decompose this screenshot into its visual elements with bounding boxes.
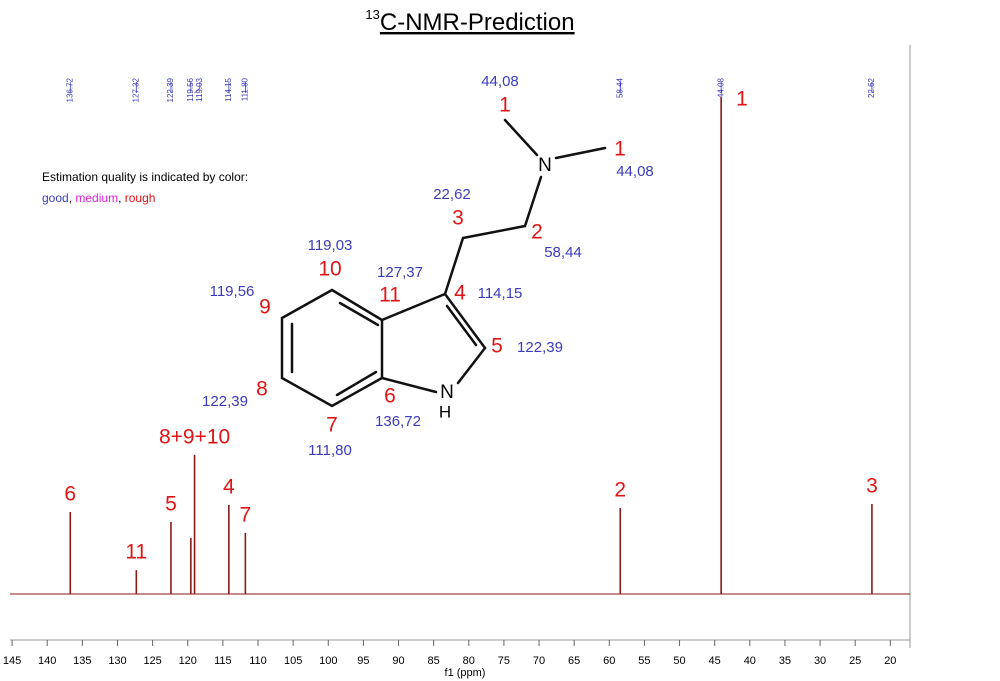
peak-label: 2 [614,479,626,502]
x-tick-label: 35 [779,655,791,667]
atom-number: 2 [531,221,543,244]
peak-label: 11 [125,541,147,564]
x-tick-label: 135 [73,655,91,667]
legend-item: medium [75,191,118,205]
atom-shift: 119,56 [210,283,255,300]
shift-label: 122.39 [166,77,175,102]
atom-number: 11 [379,284,401,307]
x-tick-label: 125 [143,655,161,667]
legend-item: good [42,191,69,205]
x-tick-label: 20 [884,655,896,667]
atom-shift: 111,80 [308,442,352,459]
atom-number: 8 [256,378,268,401]
title-superscript: 13 [365,7,379,22]
peak-label: 1 [736,88,748,111]
legend-item: rough [125,191,156,205]
atom-number: 1 [499,94,511,117]
x-tick-label: 95 [357,655,369,667]
peak-label: 3 [866,475,878,498]
atom-number: 1 [614,138,626,161]
molecule-bonds [280,118,607,408]
x-tick-label: 100 [319,655,337,667]
atom-shift: 44,08 [481,73,519,90]
atom-number: 3 [452,207,464,230]
x-axis-label: f1 (ppm) [445,667,486,679]
x-tick-label: 85 [428,655,440,667]
atom-n: N [440,382,454,403]
x-tick-label: 60 [603,655,615,667]
atom-shift: 22,62 [433,186,471,203]
peak-label: 5 [165,492,177,515]
x-tick-label: 105 [284,655,302,667]
x-tick-label: 30 [814,655,826,667]
shift-label: 58.44 [615,77,624,98]
atom-shift: 119,03 [308,237,353,254]
x-tick-label: 120 [179,655,197,667]
peak-label: 7 [240,503,252,526]
atom-number: 9 [259,296,271,319]
shift-label: 44.08 [716,77,725,98]
shift-label: 114.15 [224,77,233,101]
x-tick-label: 70 [533,655,545,667]
shift-label: 119.56 [186,77,195,101]
atom-shift: 114,15 [478,285,523,302]
shift-label: 127.32 [131,77,140,102]
shift-label: 136.72 [65,77,74,102]
peak-label: 8+9+10 [159,425,230,448]
x-tick-label: 140 [38,655,56,667]
atom-shift: 127,37 [377,264,423,281]
x-tick-label: 45 [709,655,721,667]
x-tick-label: 50 [673,655,685,667]
x-tick-label: 65 [568,655,580,667]
shift-leader [194,82,201,94]
x-tick-label: 130 [108,655,126,667]
shift-label: 111.80 [240,77,249,101]
x-tick-label: 110 [249,655,267,667]
x-tick-label: 80 [463,655,475,667]
atom-number: 5 [491,335,503,358]
legend-separator: , [69,191,72,205]
x-tick-label: 25 [849,655,861,667]
shift-label: 22.62 [867,77,876,98]
atom-shift: 58,44 [544,244,582,261]
atom-number: 6 [384,385,396,408]
peak-label: 6 [64,483,76,506]
atom-number: 7 [326,414,338,437]
legend-separator: , [118,191,121,205]
atom-n: N [538,155,552,176]
x-tick-label: 75 [498,655,510,667]
legend-intro: Estimation quality is indicated by color… [42,170,248,184]
atom-h: H [439,402,451,421]
x-tick-label: 40 [744,655,756,667]
atom-number: 10 [318,258,341,281]
peak-label: 4 [223,476,235,499]
legend-items: good, medium, rough [42,191,155,205]
x-tick-label: 55 [638,655,650,667]
atom-shift: 122,39 [202,393,248,410]
shift-label: 119.03 [195,77,204,101]
x-tick-label: 90 [392,655,404,667]
atom-shift: 122,39 [517,339,563,356]
title-text: C-NMR-Prediction [380,9,575,36]
x-tick-label: 145 [3,655,21,667]
chart-title: 13C-NMR-Prediction [365,7,574,36]
atom-number: 4 [454,282,466,305]
x-tick-label: 115 [214,655,232,667]
atom-shift: 44,08 [616,163,654,180]
atom-shift: 136,72 [375,413,421,430]
